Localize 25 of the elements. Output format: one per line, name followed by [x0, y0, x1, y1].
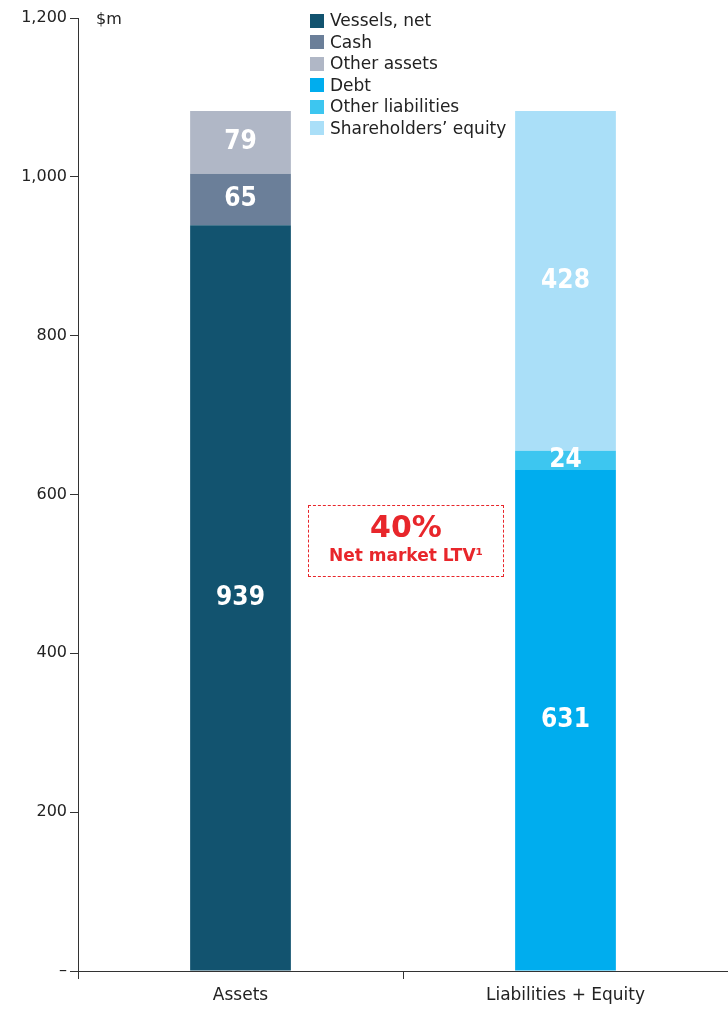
data-label: 79 — [224, 125, 257, 156]
data-label: 631 — [541, 702, 590, 733]
legend-label: Cash — [330, 31, 372, 53]
legend-label: Debt — [330, 74, 372, 96]
dashed-outline: 40% Net market LTV¹ — [308, 505, 504, 577]
annotation: 40% — [369, 509, 443, 544]
x-tick-label: Assets — [212, 983, 269, 1004]
legend-label: Vessels, net — [330, 10, 432, 32]
legend-label: Other assets — [330, 53, 438, 75]
y-axis-title: $m — [96, 9, 122, 29]
legend-label: Other liabilities — [330, 96, 460, 118]
y-tick-label: 1,200 — [21, 7, 67, 27]
legend-label: Shareholders’ equity — [330, 117, 507, 139]
data-label: 24 — [549, 443, 582, 474]
y-tick-label: 200 — [36, 801, 67, 821]
data-label: 428 — [541, 263, 590, 294]
y-tick-label: 1,000 — [21, 165, 67, 185]
y-tick-label: 800 — [36, 324, 67, 344]
data-label: 65 — [224, 182, 257, 213]
y-tick-label: – — [59, 960, 67, 980]
x-tick-label: Liabilities + Equity — [485, 983, 646, 1004]
data-label: 939 — [216, 580, 265, 611]
y-tick-label: 400 — [36, 642, 67, 662]
annotation: Net market LTV¹ — [328, 544, 484, 566]
y-tick-label: 600 — [36, 483, 67, 503]
